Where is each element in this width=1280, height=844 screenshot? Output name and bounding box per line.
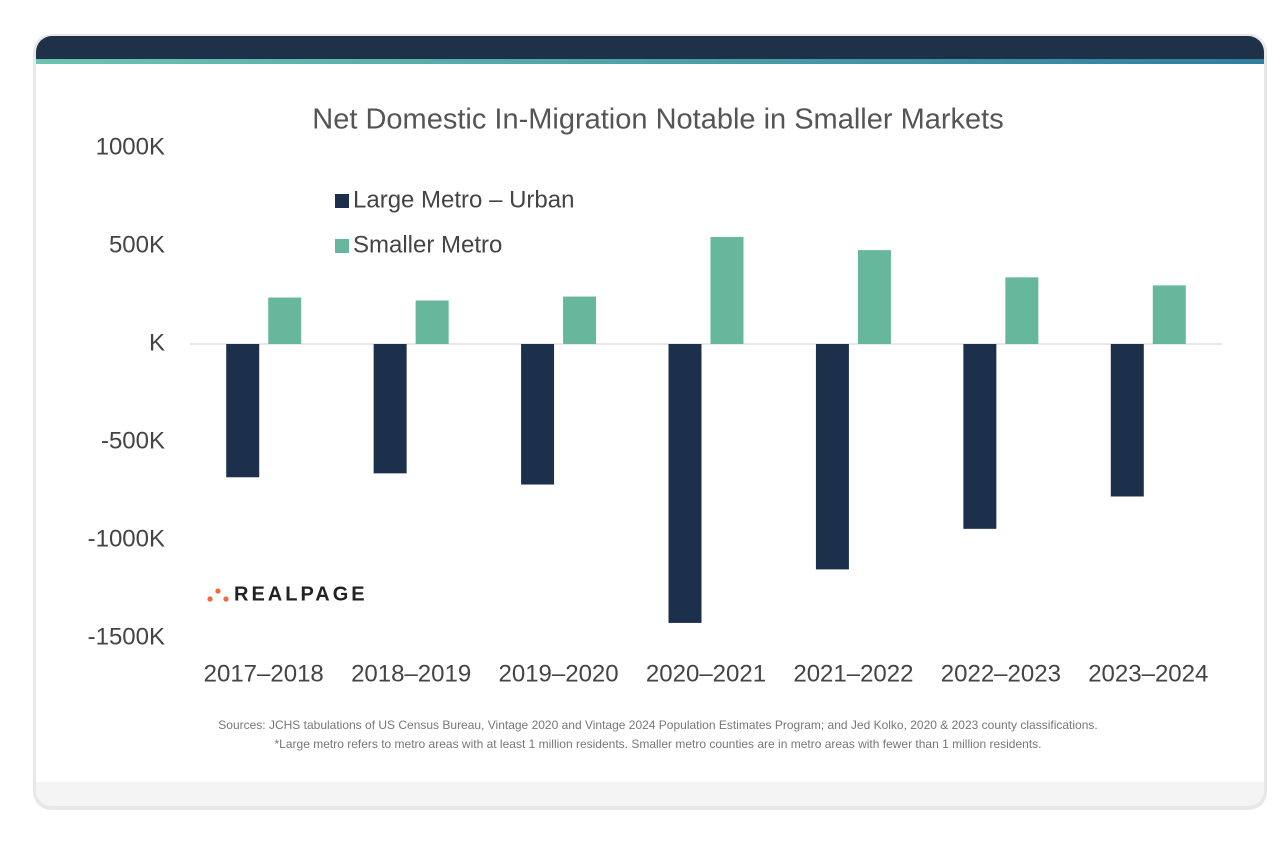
x-tick-label: 2018–2019 <box>351 660 471 687</box>
bar <box>268 297 302 344</box>
bar <box>373 344 407 474</box>
y-tick-label: 1000K <box>96 133 165 160</box>
bar <box>563 296 597 344</box>
x-tick-label: 2019–2020 <box>499 660 619 687</box>
x-tick-label: 2017–2018 <box>204 660 324 687</box>
y-tick-label: -1000K <box>88 525 165 552</box>
x-tick-label: 2020–2021 <box>646 660 766 687</box>
logo-dot <box>223 596 229 602</box>
source-note: Sources: JCHS tabulations of US Census B… <box>218 718 1097 732</box>
bar <box>1005 277 1039 344</box>
legend-label: Smaller Metro <box>353 231 502 258</box>
bar <box>226 344 260 478</box>
x-tick-label: 2021–2022 <box>793 660 913 687</box>
bar <box>815 344 849 570</box>
logo-text: REALPAGE <box>234 583 368 605</box>
card-body <box>36 36 1264 806</box>
source-note: *Large metro refers to metro areas with … <box>275 737 1042 751</box>
y-tick-label: K <box>149 329 165 356</box>
logo: REALPAGE <box>207 583 368 605</box>
legend-swatch <box>335 194 349 208</box>
y-tick-label: 500K <box>109 231 165 258</box>
bar <box>857 250 891 344</box>
x-tick-label: 2023–2024 <box>1088 660 1208 687</box>
chart-title: Net Domestic In-Migration Notable in Sma… <box>312 104 1003 136</box>
card <box>36 36 1264 806</box>
y-tick-label: -1500K <box>88 623 165 650</box>
bar <box>668 344 702 623</box>
logo-dot <box>215 588 221 594</box>
bar <box>963 344 997 529</box>
legend-label: Large Metro – Urban <box>353 186 574 213</box>
legend-swatch <box>335 239 349 253</box>
bar <box>1110 344 1144 497</box>
bar <box>1152 285 1186 344</box>
header-stripe <box>36 59 1264 64</box>
bar <box>710 236 744 344</box>
x-tick-label: 2022–2023 <box>941 660 1061 687</box>
card-footer <box>36 782 1264 806</box>
bar <box>521 344 555 485</box>
bar <box>415 300 449 344</box>
logo-dot <box>207 596 213 602</box>
y-tick-label: -500K <box>101 427 165 454</box>
